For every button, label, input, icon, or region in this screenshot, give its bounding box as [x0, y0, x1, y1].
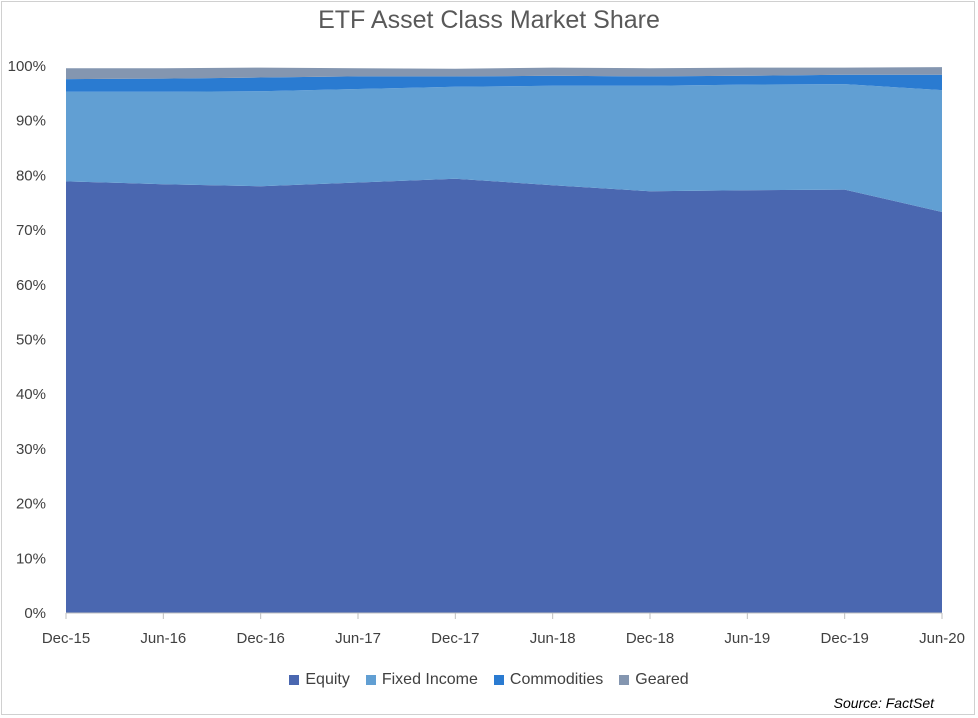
source-note: Source: FactSet [833, 695, 934, 711]
chart-legend: Equity Fixed Income Commodities Geared [0, 671, 978, 689]
legend-label: Commodities [509, 671, 604, 688]
y-tick-label: 100% [8, 58, 46, 75]
x-tick-label: Dec-15 [42, 630, 90, 647]
x-tick-label: Dec-17 [431, 630, 479, 647]
x-tick-label: Jun-16 [140, 630, 186, 647]
x-tick-label: Jun-19 [724, 630, 770, 647]
y-tick-label: 10% [16, 550, 46, 567]
chart-title: ETF Asset Class Market Share [318, 6, 660, 34]
y-tick-label: 20% [16, 496, 46, 513]
y-tick-label: 60% [16, 277, 46, 294]
legend-item-equity: Equity [289, 671, 350, 689]
x-tick-label: Dec-18 [626, 630, 674, 647]
area-commodities [66, 74, 942, 92]
x-tick-label: Dec-19 [820, 630, 868, 647]
y-tick-label: 70% [16, 222, 46, 239]
legend-item-geared: Geared [619, 671, 689, 689]
legend-label: Equity [305, 671, 350, 688]
x-tick-label: Jun-18 [530, 630, 576, 647]
area-equity [66, 178, 942, 613]
legend-label: Geared [635, 671, 689, 688]
legend-item-fixed-income: Fixed Income [365, 671, 478, 689]
x-tick-label: Jun-20 [919, 630, 965, 647]
legend-swatch [289, 675, 300, 685]
legend-swatch [493, 675, 504, 685]
y-tick-label: 80% [16, 167, 46, 184]
y-tick-label: 50% [16, 332, 46, 349]
legend-item-commodities: Commodities [493, 671, 604, 689]
area-fixed-income [66, 84, 942, 212]
legend-swatch [619, 675, 630, 685]
x-tick-label: Dec-16 [236, 630, 284, 647]
area-geared [66, 67, 942, 80]
legend-swatch [365, 675, 376, 685]
y-tick-label: 0% [24, 605, 46, 622]
y-tick-label: 40% [16, 386, 46, 403]
x-tick-label: Jun-17 [335, 630, 381, 647]
y-tick-label: 90% [16, 113, 46, 130]
y-tick-label: 30% [16, 441, 46, 458]
legend-label: Fixed Income [381, 671, 478, 688]
